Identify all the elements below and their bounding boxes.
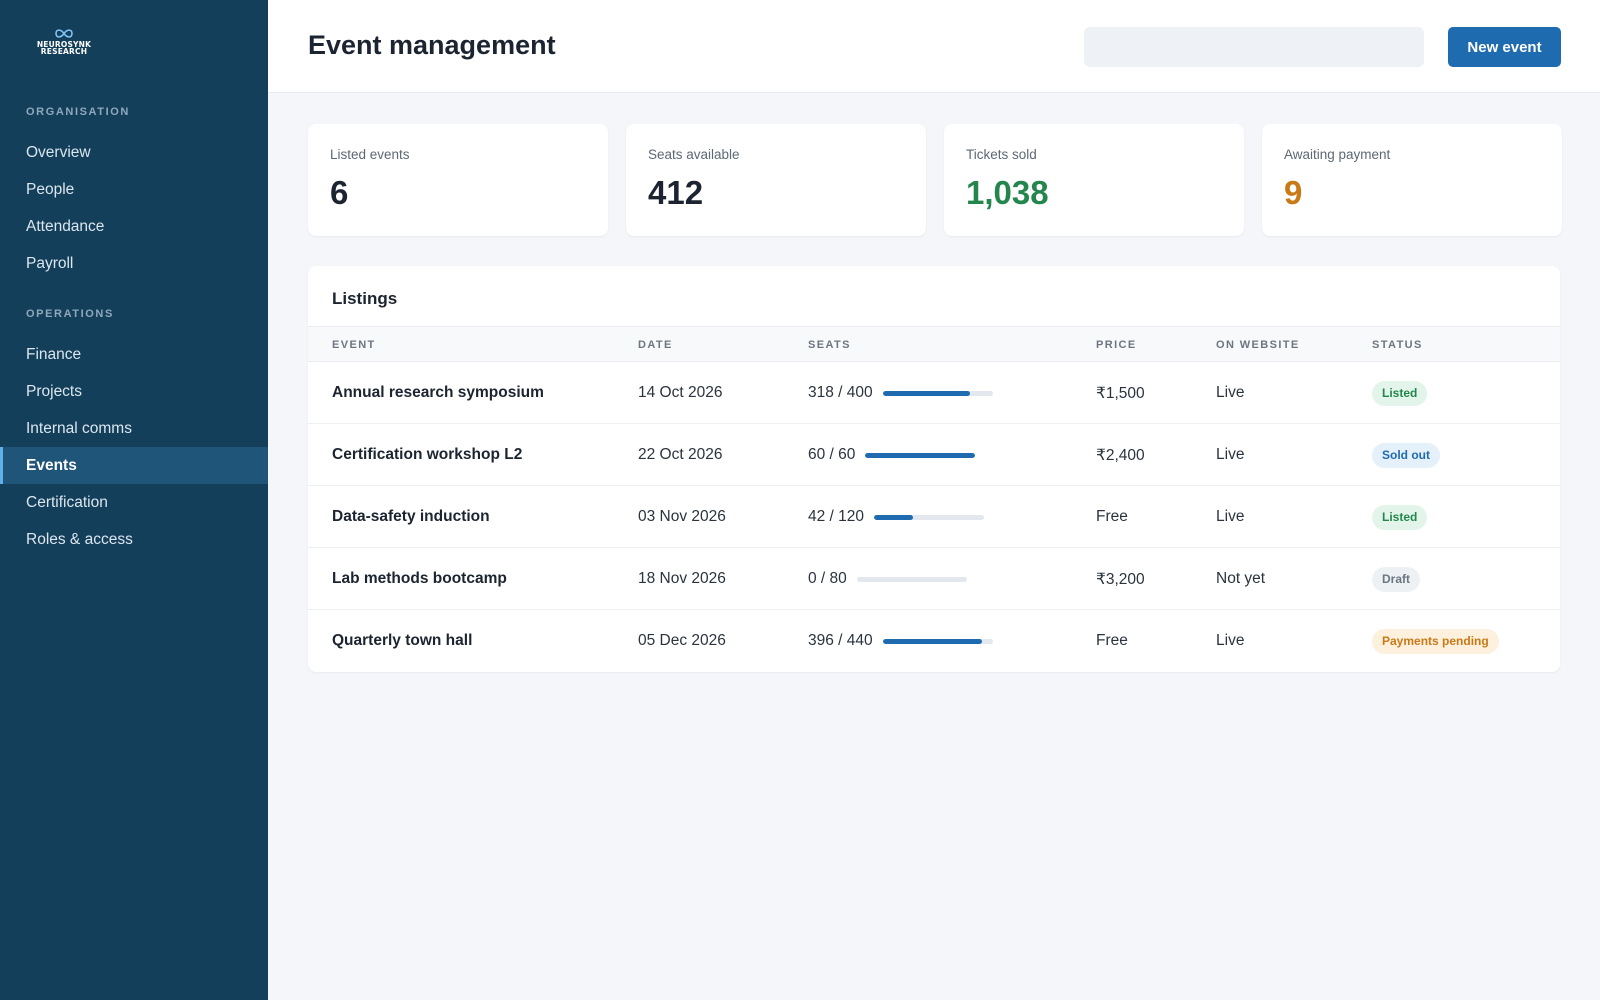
sidebar-item-finance[interactable]: Finance bbox=[26, 346, 82, 363]
stat-card-listed-events: Listed events 6 bbox=[308, 124, 608, 236]
event-date: 03 Nov 2026 bbox=[638, 508, 726, 525]
sidebar-item-attendance[interactable]: Attendance bbox=[26, 218, 105, 235]
seats-count: 318 / 400 bbox=[808, 384, 873, 401]
status-badge: Listed bbox=[1372, 381, 1428, 406]
listings-panel: Listings EVENT DATE SEATS PRICE ON WEBSI… bbox=[308, 266, 1560, 672]
seats-count: 0 / 80 bbox=[808, 570, 847, 587]
seats-progress-bar bbox=[874, 514, 985, 520]
event-name[interactable]: Quarterly town hall bbox=[332, 632, 473, 649]
sidebar-item-projects[interactable]: Projects bbox=[26, 383, 82, 400]
website-status: Live bbox=[1216, 508, 1245, 525]
event-date: 14 Oct 2026 bbox=[638, 384, 723, 401]
sidebar-item-payroll[interactable]: Payroll bbox=[26, 255, 74, 272]
stat-label: Listed events bbox=[330, 147, 410, 162]
event-name[interactable]: Data-safety induction bbox=[332, 508, 490, 525]
page-title: Event management bbox=[308, 30, 556, 60]
event-date: 22 Oct 2026 bbox=[638, 446, 723, 463]
event-name[interactable]: Annual research symposium bbox=[332, 384, 544, 401]
event-date: 18 Nov 2026 bbox=[638, 570, 726, 587]
seats-progress-fill bbox=[874, 514, 913, 520]
nav-section-organisation: ORGANISATION bbox=[26, 106, 130, 118]
seats-progress-fill bbox=[882, 638, 982, 644]
stat-value: 6 bbox=[330, 174, 349, 211]
seats-cell: 60 / 60 bbox=[808, 446, 976, 464]
new-event-button[interactable]: New event bbox=[1448, 27, 1561, 67]
column-header-status[interactable]: STATUS bbox=[1372, 339, 1423, 351]
seats-count: 60 / 60 bbox=[808, 446, 856, 463]
sidebar-item-people[interactable]: People bbox=[26, 181, 75, 198]
brand-logo[interactable]: NEUROSYNK RESEARCH bbox=[32, 28, 96, 58]
status-badge: Draft bbox=[1372, 567, 1421, 592]
stat-card-seats-available: Seats available 412 bbox=[626, 124, 926, 236]
stat-card-tickets-sold: Tickets sold 1,038 bbox=[944, 124, 1244, 236]
table-row[interactable]: Annual research symposium 14 Oct 2026 318 … bbox=[308, 362, 1560, 424]
event-price: ₹3,200 bbox=[1096, 571, 1145, 588]
seats-progress-fill bbox=[882, 390, 971, 396]
search-input[interactable] bbox=[1084, 27, 1424, 67]
brand-subname: RESEARCH bbox=[40, 47, 88, 56]
seats-cell: 318 / 400 bbox=[808, 384, 993, 402]
column-header-price[interactable]: PRICE bbox=[1096, 339, 1137, 351]
table-row[interactable]: Data-safety induction 03 Nov 2026 42 / 120… bbox=[308, 486, 1560, 548]
stat-label: Seats available bbox=[648, 147, 740, 162]
stat-card-awaiting-payment: Awaiting payment 9 bbox=[1262, 124, 1562, 236]
sidebar-item-internal-comms[interactable]: Internal comms bbox=[26, 420, 132, 437]
seats-progress-bar bbox=[882, 390, 993, 396]
stat-label: Tickets sold bbox=[966, 147, 1037, 162]
sidebar: NEUROSYNK RESEARCH ORGANISATION Overview… bbox=[0, 0, 268, 1000]
event-price: ₹2,400 bbox=[1096, 447, 1145, 464]
table-header: EVENT DATE SEATS PRICE ON WEBSITE STATUS bbox=[308, 326, 1560, 362]
event-price: Free bbox=[1096, 632, 1128, 649]
top-header: Event management New event bbox=[268, 0, 1600, 93]
website-status: Not yet bbox=[1216, 570, 1266, 587]
event-date: 05 Dec 2026 bbox=[638, 632, 726, 649]
seats-cell: 396 / 440 bbox=[808, 632, 993, 650]
column-header-on-website[interactable]: ON WEBSITE bbox=[1216, 339, 1300, 351]
sidebar-item-certification[interactable]: Certification bbox=[26, 494, 108, 511]
event-name[interactable]: Lab methods bootcamp bbox=[332, 570, 507, 587]
stat-value: 1,038 bbox=[966, 174, 1049, 211]
status-badge: Sold out bbox=[1372, 443, 1440, 468]
seats-progress-bar bbox=[856, 576, 967, 582]
table-row[interactable]: Lab methods bootcamp 18 Nov 2026 0 / 80 ₹3,… bbox=[308, 548, 1560, 610]
seats-count: 396 / 440 bbox=[808, 632, 873, 649]
stat-value: 9 bbox=[1284, 174, 1303, 211]
column-header-seats[interactable]: SEATS bbox=[808, 339, 851, 351]
sidebar-item-events[interactable]: Events bbox=[0, 447, 268, 484]
website-status: Live bbox=[1216, 446, 1245, 463]
table-row[interactable]: Quarterly town hall 05 Dec 2026 396 / 440 F… bbox=[308, 610, 1560, 672]
website-status: Live bbox=[1216, 632, 1245, 649]
stat-value: 412 bbox=[648, 174, 704, 211]
column-header-date[interactable]: DATE bbox=[638, 339, 673, 351]
sidebar-item-roles-access[interactable]: Roles & access bbox=[26, 531, 133, 548]
event-name[interactable]: Certification workshop L2 bbox=[332, 446, 523, 463]
seats-cell: 42 / 120 bbox=[808, 508, 985, 526]
website-status: Live bbox=[1216, 384, 1245, 401]
event-price: Free bbox=[1096, 508, 1128, 525]
status-badge: Payments pending bbox=[1372, 629, 1499, 654]
listings-title: Listings bbox=[332, 289, 398, 308]
brand-name: NEUROSYNK bbox=[36, 40, 92, 49]
nav-section-operations: OPERATIONS bbox=[26, 308, 114, 320]
seats-cell: 0 / 80 bbox=[808, 570, 967, 588]
status-badge: Listed bbox=[1372, 505, 1428, 530]
seats-progress-fill bbox=[865, 452, 976, 458]
column-header-event[interactable]: EVENT bbox=[332, 339, 376, 351]
infinity-icon bbox=[55, 29, 73, 38]
seats-progress-bar bbox=[882, 638, 993, 644]
stat-label: Awaiting payment bbox=[1284, 147, 1391, 162]
table-row[interactable]: Certification workshop L2 22 Oct 2026 60 /… bbox=[308, 424, 1560, 486]
event-price: ₹1,500 bbox=[1096, 385, 1145, 402]
seats-progress-bar bbox=[865, 452, 976, 458]
seats-count: 42 / 120 bbox=[808, 508, 865, 525]
sidebar-item-overview[interactable]: Overview bbox=[26, 144, 91, 161]
